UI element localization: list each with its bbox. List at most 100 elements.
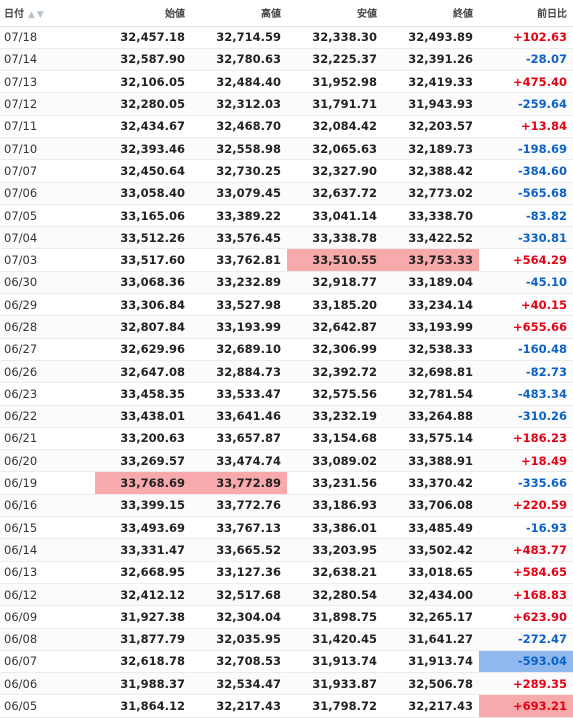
table-header: 日付 ▲▼ 始値 高値 安値 終値 前日比: [0, 0, 573, 27]
change-cell: -483.34: [479, 382, 573, 406]
open-cell: 33,512.26: [95, 226, 191, 250]
close-cell: 32,698.81: [383, 360, 479, 384]
date-cell: 07/11: [0, 115, 95, 138]
open-cell: 33,493.69: [95, 516, 191, 540]
date-cell: 07/10: [0, 137, 95, 161]
table-row: 06/08 31,877.79 32,035.95 31,420.45 31,641.2…: [0, 628, 573, 651]
change-cell: -160.48: [479, 338, 573, 361]
close-cell: 31,913.74: [383, 650, 479, 674]
table-row: 06/07 32,618.78 32,708.53 31,913.74 31,913.7…: [0, 650, 573, 674]
low-cell: 32,918.77: [287, 271, 383, 295]
change-cell: -259.64: [479, 92, 573, 116]
date-cell: 07/07: [0, 159, 95, 183]
close-cell: 32,538.33: [383, 338, 479, 361]
date-cell: 06/27: [0, 338, 95, 361]
table-row: 06/28 32,807.84 33,193.99 32,642.87 33,193.9…: [0, 315, 573, 339]
date-cell: 07/04: [0, 226, 95, 250]
open-cell: 33,200.63: [95, 427, 191, 451]
date-cell: 06/26: [0, 360, 95, 384]
change-cell: -16.93: [479, 516, 573, 540]
date-cell: 06/21: [0, 427, 95, 451]
date-cell: 06/12: [0, 583, 95, 607]
close-cell: 33,706.08: [383, 494, 479, 518]
low-cell: 31,913.74: [287, 650, 383, 674]
table-row: 07/14 32,587.90 32,780.63 32,225.37 32,391.2…: [0, 48, 573, 72]
table-row: 07/12 32,280.05 32,312.03 31,791.71 31,943.9…: [0, 92, 573, 116]
high-cell: 33,576.45: [191, 226, 287, 250]
column-header-date[interactable]: 日付 ▲▼: [0, 0, 95, 27]
high-cell: 32,708.53: [191, 650, 287, 674]
high-cell: 32,217.43: [191, 694, 287, 718]
low-cell: 33,154.68: [287, 427, 383, 451]
low-cell: 32,084.42: [287, 115, 383, 138]
close-cell: 33,189.04: [383, 271, 479, 295]
low-cell: 31,420.45: [287, 628, 383, 651]
column-header-date-label: 日付: [4, 9, 24, 21]
high-cell: 32,689.10: [191, 338, 287, 361]
high-cell: 32,035.95: [191, 628, 287, 651]
high-cell: 33,527.98: [191, 293, 287, 317]
change-cell: -83.82: [479, 204, 573, 228]
high-cell: 33,772.89: [191, 471, 287, 495]
change-cell: +220.59: [479, 494, 573, 518]
change-cell: -310.26: [479, 405, 573, 428]
close-cell: 32,189.73: [383, 137, 479, 161]
low-cell: 32,637.72: [287, 182, 383, 205]
header-row: 日付 ▲▼ 始値 高値 安値 終値 前日比: [0, 0, 573, 27]
open-cell: 31,988.37: [95, 672, 191, 696]
change-cell: -593.04: [479, 650, 573, 674]
close-cell: 33,485.49: [383, 516, 479, 540]
open-cell: 33,768.69: [95, 471, 191, 495]
open-cell: 32,106.05: [95, 70, 191, 94]
low-cell: 32,065.63: [287, 137, 383, 161]
low-cell: 33,089.02: [287, 449, 383, 473]
close-cell: 32,434.00: [383, 583, 479, 607]
low-cell: 33,510.55: [287, 248, 383, 272]
change-cell: -384.60: [479, 159, 573, 183]
close-cell: 32,493.89: [383, 26, 479, 49]
high-cell: 33,232.89: [191, 271, 287, 295]
high-cell: 33,767.13: [191, 516, 287, 540]
date-cell: 07/18: [0, 26, 95, 49]
high-cell: 33,657.87: [191, 427, 287, 451]
open-cell: 33,331.47: [95, 538, 191, 562]
date-cell: 06/19: [0, 471, 95, 495]
low-cell: 32,575.56: [287, 382, 383, 406]
change-cell: +168.83: [479, 583, 573, 607]
close-cell: 33,193.99: [383, 315, 479, 339]
open-cell: 32,450.64: [95, 159, 191, 183]
table-row: 06/29 33,306.84 33,527.98 33,185.20 33,234.1…: [0, 293, 573, 317]
low-cell: 31,898.75: [287, 605, 383, 629]
low-cell: 33,338.78: [287, 226, 383, 250]
high-cell: 32,517.68: [191, 583, 287, 607]
close-cell: 33,338.70: [383, 204, 479, 228]
change-cell: +475.40: [479, 70, 573, 94]
change-cell: +102.63: [479, 26, 573, 49]
change-cell: -28.07: [479, 48, 573, 72]
open-cell: 33,399.15: [95, 494, 191, 518]
table-row: 06/23 33,458.35 33,533.47 32,575.56 32,781.5…: [0, 382, 573, 406]
open-cell: 33,068.36: [95, 271, 191, 295]
close-cell: 32,391.26: [383, 48, 479, 72]
high-cell: 33,665.52: [191, 538, 287, 562]
table-row: 06/27 32,629.96 32,689.10 32,306.99 32,538.3…: [0, 338, 573, 361]
sort-arrows-icon[interactable]: ▲▼: [28, 10, 46, 21]
date-cell: 06/08: [0, 628, 95, 651]
change-cell: -82.73: [479, 360, 573, 384]
date-cell: 06/06: [0, 672, 95, 696]
low-cell: 33,386.01: [287, 516, 383, 540]
open-cell: 32,412.12: [95, 583, 191, 607]
date-cell: 07/14: [0, 48, 95, 72]
low-cell: 33,041.14: [287, 204, 383, 228]
high-cell: 33,474.74: [191, 449, 287, 473]
close-cell: 33,018.65: [383, 561, 479, 584]
open-cell: 33,058.40: [95, 182, 191, 205]
table-row: 06/20 33,269.57 33,474.74 33,089.02 33,388.9…: [0, 449, 573, 473]
high-cell: 32,534.47: [191, 672, 287, 696]
date-cell: 06/14: [0, 538, 95, 562]
open-cell: 32,280.05: [95, 92, 191, 116]
table-body: 07/18 32,457.18 32,714.59 32,338.30 32,493.8…: [0, 26, 573, 718]
table-row: 07/04 33,512.26 33,576.45 33,338.78 33,422.5…: [0, 226, 573, 250]
open-cell: 32,457.18: [95, 26, 191, 49]
high-cell: 32,884.73: [191, 360, 287, 384]
